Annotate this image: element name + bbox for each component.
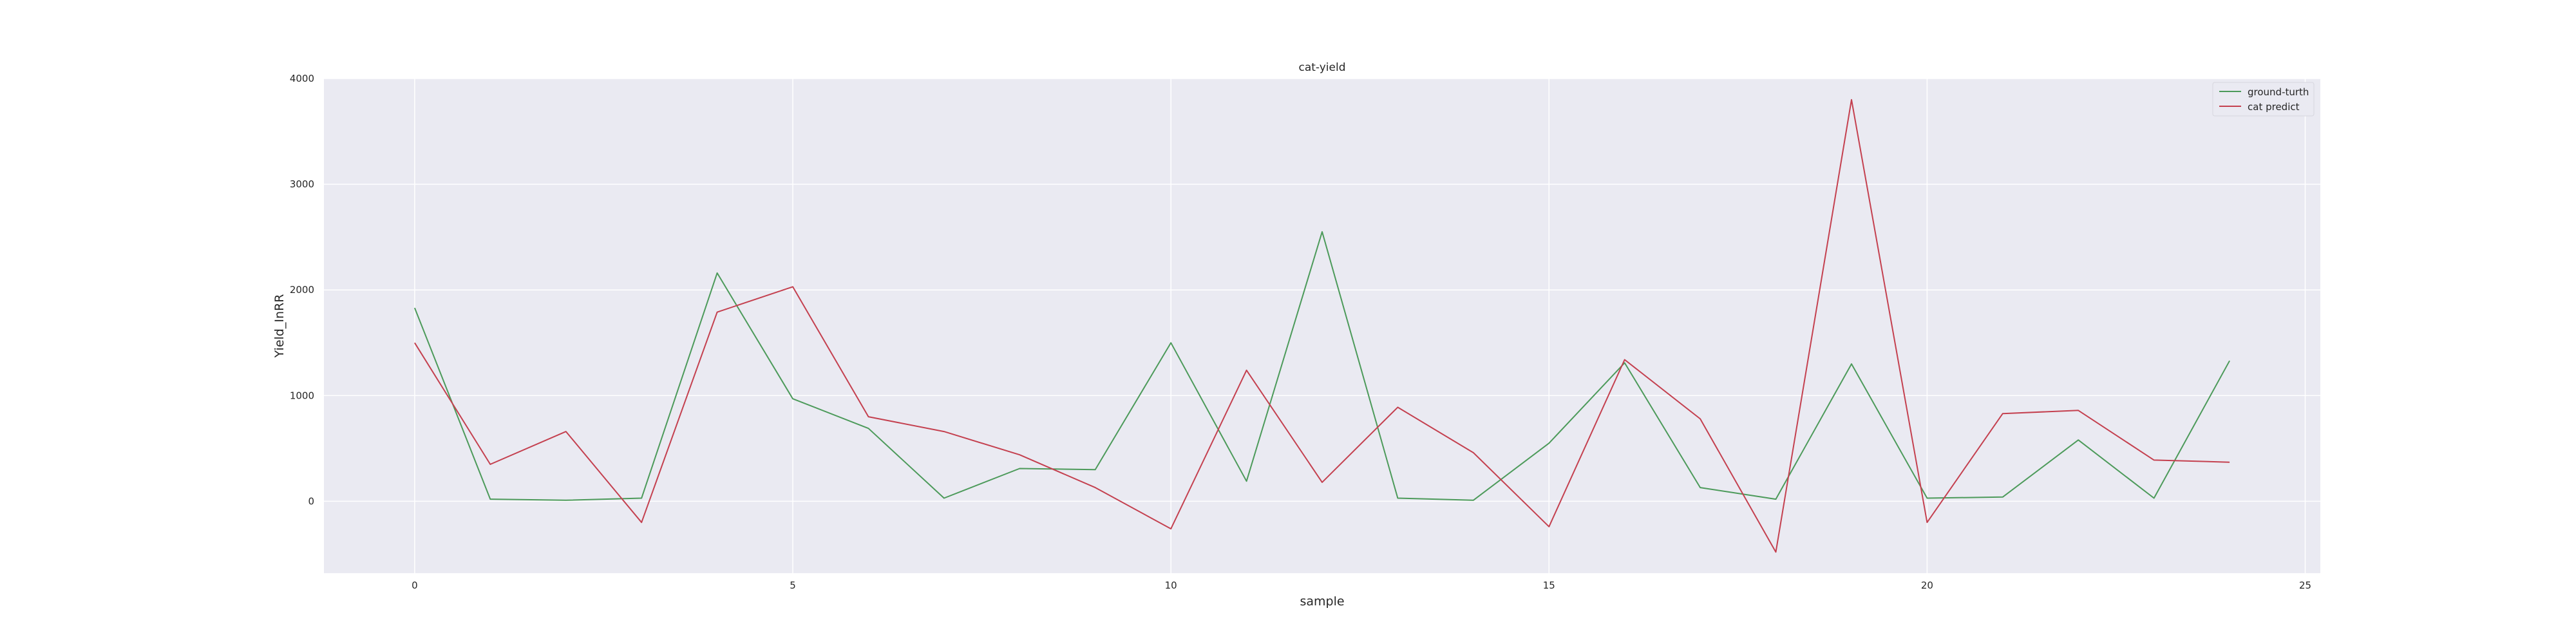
ticks: 0 5 10 15 20 25 0 1000 2000 3000 4000 [290,73,2311,591]
series-line-cat-predict [414,99,2230,553]
y-tick-label: 2000 [290,284,314,296]
y-tick-label: 1000 [290,390,314,401]
x-tick-label: 10 [1165,580,1177,591]
y-axis-label: Yield_InRR [272,294,287,359]
x-tick-label: 0 [412,580,418,591]
x-axis-label: sample [1300,594,1344,609]
y-tick-label: 4000 [290,73,314,84]
y-tick-label: 0 [308,495,314,507]
legend-label-ground-turth: ground-turth [2248,86,2309,98]
series-line-ground-turth [413,231,2230,501]
x-tick-label: 5 [790,580,796,591]
x-tick-label: 15 [1543,580,1555,591]
series-layer [413,99,2230,553]
grid [324,78,2320,573]
plot-area [324,79,2320,573]
y-tick-label: 3000 [290,178,314,190]
x-tick-label: 20 [1921,580,1933,591]
x-tick-label: 25 [2299,580,2311,591]
chart-title: cat-yield [1298,61,1345,74]
legend: ground-turth cat predict [2212,82,2315,117]
legend-label-cat-predict: cat predict [2248,101,2300,113]
